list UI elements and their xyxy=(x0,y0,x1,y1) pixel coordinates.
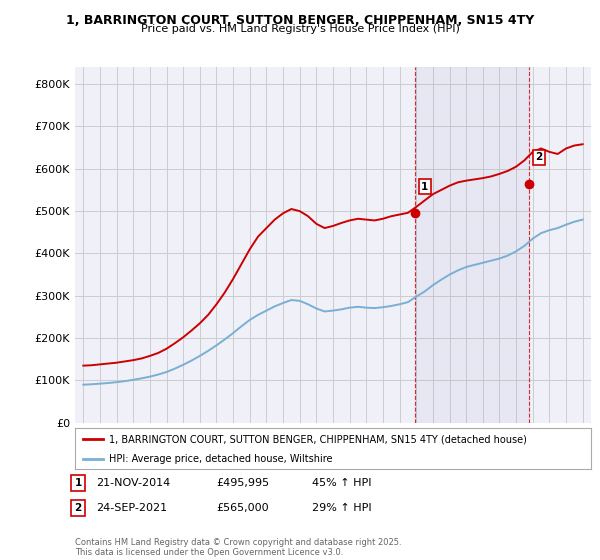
Text: HPI: Average price, detached house, Wiltshire: HPI: Average price, detached house, Wilt… xyxy=(109,454,332,464)
Text: Contains HM Land Registry data © Crown copyright and database right 2025.
This d: Contains HM Land Registry data © Crown c… xyxy=(75,538,401,557)
Text: 1: 1 xyxy=(74,478,82,488)
Text: 2: 2 xyxy=(74,503,82,513)
Text: 1, BARRINGTON COURT, SUTTON BENGER, CHIPPENHAM, SN15 4TY: 1, BARRINGTON COURT, SUTTON BENGER, CHIP… xyxy=(66,14,534,27)
Text: 45% ↑ HPI: 45% ↑ HPI xyxy=(312,478,371,488)
Bar xyxy=(415,67,529,423)
Text: £565,000: £565,000 xyxy=(216,503,269,513)
Text: Price paid vs. HM Land Registry's House Price Index (HPI): Price paid vs. HM Land Registry's House … xyxy=(140,24,460,34)
Text: £495,995: £495,995 xyxy=(216,478,269,488)
Text: 24-SEP-2021: 24-SEP-2021 xyxy=(96,503,167,513)
Text: 2: 2 xyxy=(535,152,542,162)
Text: 29% ↑ HPI: 29% ↑ HPI xyxy=(312,503,371,513)
Text: 1, BARRINGTON COURT, SUTTON BENGER, CHIPPENHAM, SN15 4TY (detached house): 1, BARRINGTON COURT, SUTTON BENGER, CHIP… xyxy=(109,435,526,444)
Text: 1: 1 xyxy=(421,181,428,192)
Text: 21-NOV-2014: 21-NOV-2014 xyxy=(96,478,170,488)
